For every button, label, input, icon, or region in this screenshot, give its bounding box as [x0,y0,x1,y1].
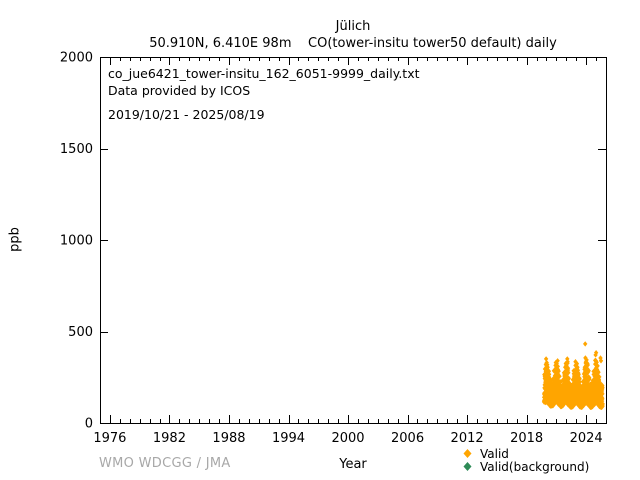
y-axis-label: ppb [7,227,23,252]
valid-diamond-shape [463,449,472,458]
x-tick-label: 1994 [272,431,305,446]
valid-diamond-icon [463,449,472,458]
x-tick-label: 2024 [570,431,603,446]
x-tick-label: 1988 [212,431,245,446]
x-tick-label: 2018 [510,431,543,446]
valid-background-diamond-icon [463,462,472,471]
x-tick-label: 1976 [93,431,126,446]
valid-background-diamond-shape [463,462,472,471]
y-tick-label: 1000 [60,234,93,249]
y-tick-label: 0 [85,417,93,432]
wdcgg-credit: WMO WDCGG / JMA [99,456,231,471]
x-tick-label: 2006 [391,431,424,446]
scatter-points-valid [541,341,605,410]
annotation-date-range: 2019/10/21 - 2025/08/19 [108,107,265,122]
y-tick-label: 500 [68,325,93,340]
y-tick-label: 2000 [60,51,93,66]
axis-ticks [100,57,606,423]
chart-title: Jülich [335,19,371,34]
annotation-file-name: co_jue6421_tower-insitu_162_6051-9999_da… [108,66,420,81]
tick-labels: 1976 1982 1988 1994 2000 2006 2012 2018 2024 0 500… [60,51,603,447]
legend: Valid Valid(background) [462,446,590,474]
legend-label-valid-background: Valid(background) [480,459,590,474]
chart-subtitle: 50.910N, 6.410E 98m CO(tower-insitu towe… [149,36,557,51]
x-axis-label: Year [339,457,367,472]
legend-label-valid: Valid [480,446,509,461]
y-tick-label: 1500 [60,142,93,157]
x-tick-label: 2012 [451,431,484,446]
legend-row-valid-background: Valid(background) [462,459,590,474]
x-tick-label: 2000 [331,431,364,446]
legend-row-valid: Valid [462,446,589,461]
x-tick-label: 1982 [153,431,186,446]
annotation-provider: Data provided by ICOS [108,83,251,98]
annotation-block: co_jue6421_tower-insitu_162_6051-9999_da… [108,65,420,123]
